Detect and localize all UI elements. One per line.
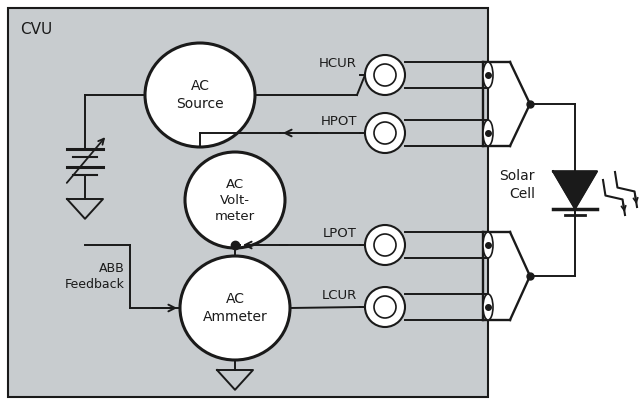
- Ellipse shape: [483, 294, 493, 320]
- Text: Solar
Cell: Solar Cell: [499, 169, 535, 201]
- Ellipse shape: [483, 120, 493, 146]
- Circle shape: [365, 225, 405, 265]
- Circle shape: [374, 122, 396, 144]
- Text: AC
Volt-
meter: AC Volt- meter: [215, 177, 255, 222]
- Text: ABB
Feedback: ABB Feedback: [65, 262, 125, 291]
- Polygon shape: [553, 171, 597, 209]
- Circle shape: [374, 296, 396, 318]
- Circle shape: [374, 234, 396, 256]
- Text: LPOT: LPOT: [323, 227, 357, 240]
- Circle shape: [365, 113, 405, 153]
- Text: AC
Ammeter: AC Ammeter: [203, 292, 267, 324]
- Ellipse shape: [483, 62, 493, 88]
- Text: HCUR: HCUR: [319, 57, 357, 70]
- Circle shape: [365, 55, 405, 95]
- Ellipse shape: [483, 232, 493, 258]
- Text: LCUR: LCUR: [322, 289, 357, 302]
- Circle shape: [365, 287, 405, 327]
- Circle shape: [374, 64, 396, 86]
- Text: AC
Source: AC Source: [176, 79, 224, 111]
- Ellipse shape: [145, 43, 255, 147]
- Text: CVU: CVU: [20, 22, 52, 37]
- Ellipse shape: [185, 152, 285, 248]
- Text: HPOT: HPOT: [320, 115, 357, 128]
- Ellipse shape: [180, 256, 290, 360]
- FancyBboxPatch shape: [8, 8, 488, 397]
